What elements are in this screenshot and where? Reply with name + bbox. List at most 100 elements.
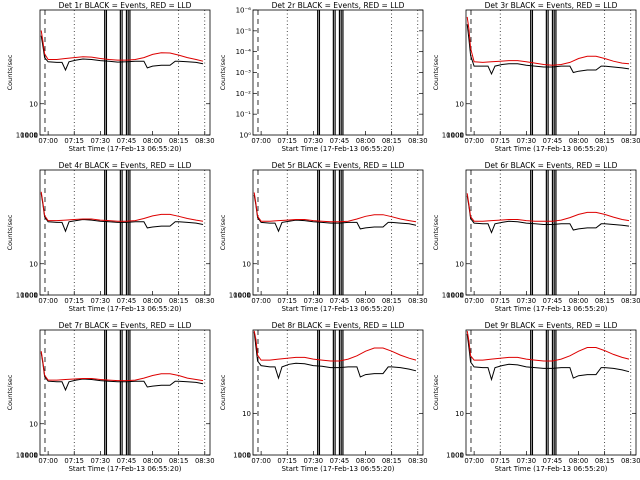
chart-panel-9: Det 9r BLACK = Events, RED = LLD 1 10 10010… bbox=[432, 321, 640, 473]
x-tick-label: 07:00 bbox=[464, 457, 484, 465]
x-axis-label: Start Time (17-Feb-13 06:55:20) bbox=[68, 465, 181, 473]
x-tick-label: 08:00 bbox=[569, 297, 589, 305]
chart-panel-5: Det 5r BLACK = Events, RED = LLD 1 10 10010… bbox=[219, 161, 428, 313]
y-axis-label: Counts/sec bbox=[432, 214, 440, 250]
y-axis-label: Counts/sec bbox=[6, 214, 14, 250]
x-tick-label: 07:15 bbox=[277, 137, 297, 145]
y-tick-label: 10⁻⁵ bbox=[236, 27, 252, 35]
chart-title: Det 3r BLACK = Events, RED = LLD bbox=[485, 1, 618, 10]
x-tick-label: 07:15 bbox=[277, 297, 297, 305]
chart-panel-8: Det 8r BLACK = Events, RED = LLD 1 10 10010… bbox=[219, 321, 428, 473]
series-line-events bbox=[253, 331, 417, 380]
x-tick-label: 08:00 bbox=[569, 457, 589, 465]
y-tick-label: 100 bbox=[238, 452, 251, 460]
plot-frame bbox=[252, 9, 424, 136]
chart-title: Det 4r BLACK = Events, RED = LLD bbox=[59, 161, 192, 170]
y-tick-label: 100 bbox=[451, 132, 464, 140]
y-tick-label: 10 bbox=[29, 100, 38, 108]
x-tick-label: 07:00 bbox=[251, 137, 271, 145]
y-axis-label: Counts/sec bbox=[432, 54, 440, 90]
x-tick-label: 07:45 bbox=[117, 297, 137, 305]
plot-area bbox=[253, 170, 419, 295]
y-tick-label: 10⁻² bbox=[236, 90, 252, 98]
y-tick-label: 10⁰ bbox=[239, 132, 251, 140]
x-tick-label: 07:30 bbox=[304, 297, 324, 305]
y-tick-label: 1000 bbox=[446, 452, 464, 460]
y-tick-label: 1000 bbox=[446, 132, 464, 140]
plot-area bbox=[40, 170, 206, 295]
y-tick-label: 100 bbox=[25, 452, 38, 460]
chart-panel-6: Det 6r BLACK = Events, RED = LLD 1 10 10010… bbox=[432, 161, 640, 313]
x-tick-label: 07:00 bbox=[251, 297, 271, 305]
series-line-events bbox=[466, 333, 630, 382]
x-tick-label: 08:15 bbox=[595, 137, 615, 145]
y-tick-label: 1 bbox=[34, 452, 38, 460]
y-axis-label: Counts/sec bbox=[6, 374, 14, 410]
y-axis-label: Counts/sec bbox=[219, 374, 227, 410]
y-tick-label: 1 bbox=[247, 292, 251, 300]
x-tick-label: 07:45 bbox=[330, 297, 350, 305]
series-line-lld bbox=[40, 351, 204, 382]
y-tick-label: 10000 bbox=[16, 452, 38, 460]
chart-title: Det 2r BLACK = Events, RED = LLD bbox=[272, 1, 405, 10]
y-tick-label: 10000 bbox=[442, 292, 464, 300]
x-tick-label: 08:30 bbox=[195, 457, 215, 465]
y-tick-label: 10 bbox=[455, 410, 464, 418]
y-tick-label: 100 bbox=[238, 292, 251, 300]
x-tick-label: 08:30 bbox=[195, 137, 215, 145]
chart-title: Det 8r BLACK = Events, RED = LLD bbox=[272, 321, 405, 330]
x-tick-label: 08:30 bbox=[621, 457, 640, 465]
x-tick-label: 08:00 bbox=[143, 137, 163, 145]
y-tick-label: 100 bbox=[451, 292, 464, 300]
chart-title: Det 1r BLACK = Events, RED = LLD bbox=[59, 1, 192, 10]
y-tick-label: 10 bbox=[455, 260, 464, 268]
x-tick-label: 07:00 bbox=[38, 457, 58, 465]
y-tick-label: 10⁻³ bbox=[236, 69, 252, 77]
y-tick-label: 10 bbox=[455, 100, 464, 108]
chart-panel-3: Det 3r BLACK = Events, RED = LLD 1 10 10010… bbox=[432, 1, 640, 153]
plot-area bbox=[257, 10, 419, 135]
y-tick-label: 1000 bbox=[233, 452, 251, 460]
series-line-events bbox=[466, 24, 630, 76]
x-axis-label: Start Time (17-Feb-13 06:55:20) bbox=[494, 305, 607, 313]
x-tick-label: 08:15 bbox=[169, 297, 189, 305]
chart-title: Det 5r BLACK = Events, RED = LLD bbox=[272, 161, 405, 170]
x-tick-label: 08:00 bbox=[356, 137, 376, 145]
y-tick-label: 10⁻¹ bbox=[236, 111, 252, 119]
series-line-events bbox=[253, 194, 417, 233]
plot-area bbox=[466, 330, 632, 455]
x-tick-label: 08:15 bbox=[169, 457, 189, 465]
y-tick-label: 100 bbox=[451, 452, 464, 460]
y-tick-label: 10000 bbox=[229, 292, 251, 300]
x-tick-label: 08:30 bbox=[408, 137, 428, 145]
x-tick-label: 07:15 bbox=[490, 297, 510, 305]
series-line-lld bbox=[466, 193, 630, 222]
y-tick-label: 100 bbox=[25, 132, 38, 140]
x-tick-label: 07:30 bbox=[304, 457, 324, 465]
series-line-lld bbox=[40, 191, 204, 222]
x-tick-label: 07:30 bbox=[91, 297, 111, 305]
plot-frame bbox=[252, 169, 424, 296]
y-axis-label: Counts/sec bbox=[219, 214, 227, 250]
x-tick-label: 07:30 bbox=[517, 297, 537, 305]
series-line-lld bbox=[466, 330, 630, 362]
plot-frame bbox=[465, 9, 637, 136]
chart-panel-4: Det 4r BLACK = Events, RED = LLD 1 10 10010… bbox=[6, 161, 215, 313]
x-axis-label: Start Time (17-Feb-13 06:55:20) bbox=[281, 305, 394, 313]
plot-area bbox=[40, 10, 206, 135]
x-tick-label: 08:30 bbox=[408, 457, 428, 465]
x-tick-label: 08:30 bbox=[621, 297, 640, 305]
x-axis-label: Start Time (17-Feb-13 06:55:20) bbox=[68, 305, 181, 313]
y-tick-label: 10000 bbox=[16, 292, 38, 300]
x-tick-label: 07:30 bbox=[91, 457, 111, 465]
x-axis-label: Start Time (17-Feb-13 06:55:20) bbox=[494, 145, 607, 153]
plot-area bbox=[253, 330, 419, 455]
y-tick-label: 10 bbox=[29, 420, 38, 428]
chart-title: Det 9r BLACK = Events, RED = LLD bbox=[485, 321, 618, 330]
chart-panel-1: Det 1r BLACK = Events, RED = LLD 1 10 10010… bbox=[6, 1, 215, 153]
y-tick-label: 10000 bbox=[16, 132, 38, 140]
x-tick-label: 08:15 bbox=[595, 457, 615, 465]
y-tick-label: 10⁻⁶ bbox=[236, 7, 252, 15]
series-line-events bbox=[466, 195, 630, 234]
plot-frame bbox=[252, 329, 424, 456]
